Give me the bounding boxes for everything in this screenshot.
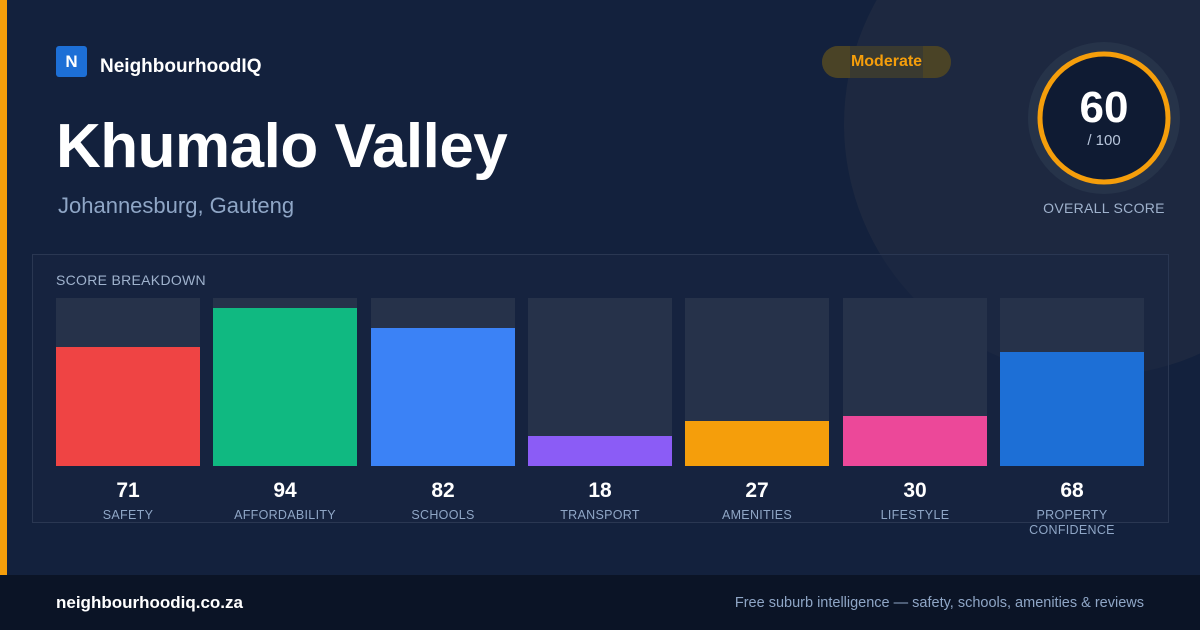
bar-fill [528,436,672,466]
bar-label: AFFORDABILITY [234,508,336,522]
rating-badge: Moderate [822,46,951,78]
bar-label: TRANSPORT [560,508,640,522]
accent-stripe [0,0,7,575]
footer-url: neighbourhoodiq.co.za [56,593,243,612]
overall-score-max: / 100 [1087,132,1121,149]
bar-label: AMENITIES [721,508,793,522]
bar-track [1000,298,1144,466]
bar-value: 68 [1060,479,1084,502]
footer-tagline: Free suburb intelligence — safety, schoo… [734,595,1144,611]
bar-value: 30 [903,479,927,502]
bar-value: 27 [745,479,769,502]
breakdown-heading: SCORE BREAKDOWN [56,272,206,288]
bar-label: SAFETY [102,508,154,522]
bar-track [528,298,672,466]
bar-fill [1000,352,1144,466]
bar-label: SCHOOLS [411,508,475,522]
logo-icon: N [56,46,87,77]
bar-track [56,298,200,466]
bar-label: PROPERTY CONFIDENCE [1029,508,1115,537]
footer [0,575,1200,630]
suburb-title: Khumalo Valley [56,112,508,181]
bar-fill [213,308,357,466]
bar-fill [371,328,515,466]
bar-value: 94 [273,479,297,502]
bar-track [213,298,357,466]
bar-fill [685,421,829,466]
brand-name: NeighbourhoodIQ [100,56,262,77]
bar-label: LIFESTYLE [880,508,950,522]
overall-score-value: 60 [1079,83,1129,132]
bar-track [843,298,987,466]
bar-track [685,298,829,466]
bar-value: 18 [588,479,612,502]
bar-fill [843,416,987,466]
overall-score-caption: OVERALL SCORE [1043,200,1165,216]
rating-badge-label: Moderate [850,53,923,70]
suburb-location: Johannesburg, Gauteng [58,193,295,218]
bar-value: 82 [431,479,455,502]
bar-value: 71 [116,479,140,502]
bar-fill [56,347,200,466]
overall-score-ring [1028,42,1180,194]
bar-track [371,298,515,466]
